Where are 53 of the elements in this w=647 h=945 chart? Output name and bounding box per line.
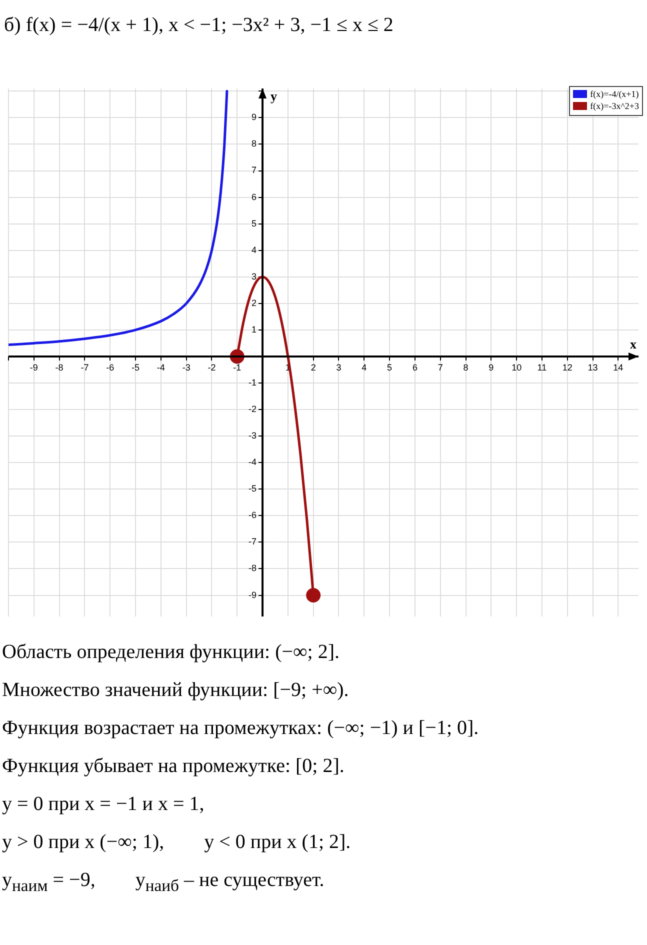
y-tick-label: -9	[248, 590, 257, 600]
y-tick-label: -8	[248, 563, 257, 574]
x-tick-label: 12	[562, 362, 572, 372]
x-tick-label: -8	[55, 362, 64, 372]
text: y$_{наим}$ = −9, y$_{наиб}$ – не существует.	[2, 868, 326, 897]
legend-label: f(x)=-4/(x+1)	[590, 89, 639, 99]
y-tick-label: 9	[252, 112, 257, 122]
y-tick-label: -7	[248, 536, 257, 547]
line-series	[8, 90, 228, 346]
text: y = 0 при x = −1 и x = 1,	[2, 792, 206, 817]
y-tick-label: -1	[248, 377, 257, 388]
x-tick-label: 2	[310, 362, 316, 372]
x-tick-label: -4	[156, 362, 165, 372]
x-tick-label: 11	[537, 362, 547, 372]
x-tick-label: 13	[588, 362, 598, 372]
x-tick-label: 8	[463, 362, 468, 372]
x-tick-label: 10	[512, 362, 522, 372]
x-tick-label: -1	[233, 362, 242, 372]
x-tick-label: -2	[208, 362, 216, 372]
y-tick-label: 8	[252, 138, 257, 149]
y-tick-label: 6	[252, 192, 257, 202]
y-tick-label: 3	[252, 271, 257, 282]
chart-title: б) f(x) = −4/(x + 1), x < −1; −3x² + 3, −1 ≤ x ≤ 2	[3, 13, 394, 38]
text: Функция убывает на промежутке: [0; 2].	[2, 754, 346, 779]
legend-label: f(x)=-3x^2+3	[590, 101, 639, 111]
y-tick-label: 4	[252, 244, 257, 255]
x-tick-label: 4	[362, 362, 367, 372]
x-tick-label: -9	[30, 362, 38, 372]
x-axis-title: x	[630, 336, 637, 352]
x-tick-label: -7	[80, 362, 89, 372]
x-tick-label: -6	[106, 362, 114, 372]
y-tick-label: 2	[252, 298, 257, 308]
x-tick-label: 14	[613, 362, 624, 372]
x-tick-label: 7	[438, 362, 443, 372]
y-tick-label: -2	[248, 404, 257, 414]
x-tick-label: 5	[387, 362, 392, 372]
y-tick-label: 5	[252, 218, 257, 228]
y-tick-label: -4	[248, 457, 257, 468]
x-tick-label: 6	[412, 362, 418, 372]
y-tick-label: 7	[252, 165, 257, 176]
x-tick-label: -5	[132, 362, 140, 372]
y-tick-label: -6	[248, 510, 257, 520]
y-tick-label: -5	[248, 484, 257, 494]
y-tick-label: -3	[248, 430, 257, 441]
x-tick-label: -3	[182, 362, 190, 372]
text: Множество значений функции: [−9; +∞).	[2, 678, 350, 703]
text: Функция возрастает на промежутках: (−∞; −1) и [−1; 0].	[2, 716, 480, 741]
text: y > 0 при x (−∞; 1), y < 0 при x (1; 2].	[2, 830, 352, 855]
y-tick-label: 1	[252, 324, 257, 334]
x-tick-label: 9	[488, 362, 494, 372]
y-axis-title: y	[270, 88, 278, 104]
x-tick-label: 3	[336, 362, 342, 372]
text: Область определения функции: (−∞; 2].	[2, 640, 341, 665]
